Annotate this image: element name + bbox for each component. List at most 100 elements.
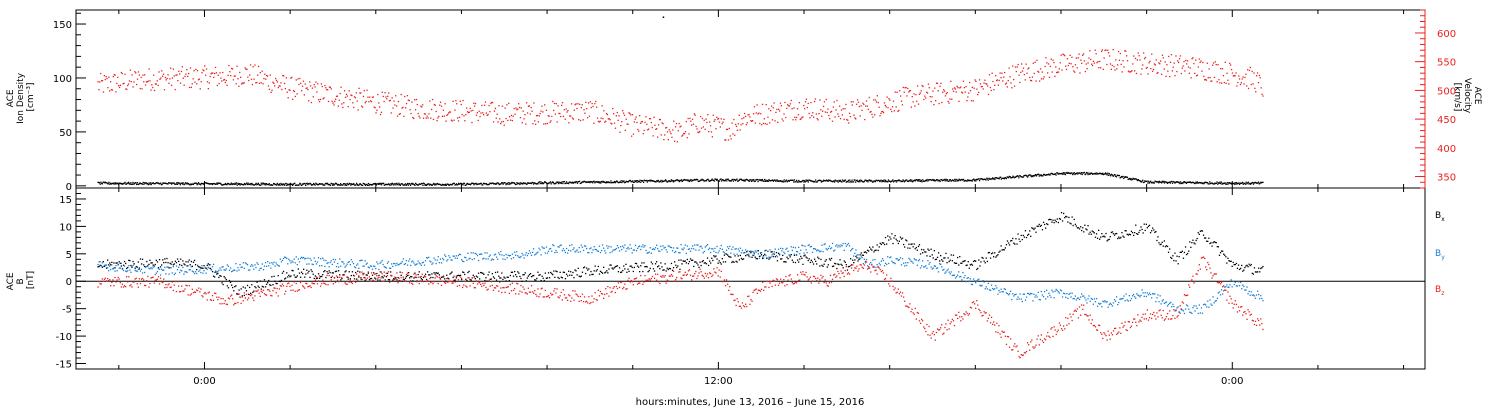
by-point bbox=[592, 249, 594, 251]
density-point bbox=[514, 183, 517, 186]
density-point bbox=[726, 178, 729, 180]
velocity-point bbox=[1203, 75, 1205, 77]
density-point bbox=[112, 183, 114, 185]
density-point bbox=[156, 182, 158, 184]
by-point bbox=[232, 270, 234, 272]
velocity-point bbox=[828, 114, 830, 117]
by-point bbox=[696, 244, 698, 246]
by-point bbox=[868, 267, 870, 269]
bx-point bbox=[534, 279, 536, 281]
bx-point bbox=[1063, 212, 1065, 215]
velocity-point bbox=[1224, 61, 1226, 63]
density-point bbox=[600, 182, 602, 184]
velocity-point bbox=[238, 85, 240, 87]
bx-point bbox=[580, 275, 582, 277]
by-point bbox=[857, 254, 859, 256]
velocity-point bbox=[249, 64, 252, 66]
velocity-point bbox=[1135, 72, 1138, 75]
bx-point bbox=[122, 264, 125, 266]
density-point bbox=[639, 179, 641, 181]
bx-point bbox=[1105, 232, 1107, 235]
velocity-point bbox=[240, 76, 242, 78]
bx-point bbox=[1247, 266, 1249, 268]
density-point bbox=[1018, 177, 1020, 179]
density-point bbox=[383, 182, 385, 184]
density-point bbox=[734, 179, 737, 182]
density-point bbox=[940, 179, 942, 181]
density-point bbox=[1084, 173, 1086, 176]
velocity-point bbox=[193, 70, 195, 72]
bx-point bbox=[235, 285, 237, 287]
density-point bbox=[1241, 182, 1243, 184]
velocity-point bbox=[1213, 76, 1216, 78]
by-point bbox=[662, 245, 664, 247]
bx-point bbox=[1258, 267, 1260, 269]
density-point bbox=[270, 184, 273, 186]
velocity-point bbox=[1096, 62, 1098, 64]
by-point bbox=[733, 253, 735, 255]
by-point bbox=[198, 270, 200, 273]
by-point bbox=[657, 248, 659, 250]
density-point bbox=[611, 181, 613, 184]
density-point bbox=[227, 183, 230, 185]
bx-point bbox=[716, 258, 718, 260]
density-point bbox=[501, 182, 503, 184]
by-point bbox=[688, 248, 691, 250]
velocity-point bbox=[761, 124, 763, 126]
bx-point bbox=[376, 272, 378, 275]
density-point bbox=[261, 183, 263, 186]
velocity-point bbox=[949, 98, 951, 100]
by-point bbox=[226, 264, 228, 266]
density-point bbox=[858, 179, 860, 182]
density-point bbox=[1142, 179, 1144, 181]
density-point bbox=[1153, 182, 1155, 184]
bx-point bbox=[661, 266, 663, 268]
bx-point bbox=[1184, 246, 1187, 248]
velocity-point bbox=[549, 121, 551, 123]
velocity-point bbox=[866, 105, 869, 107]
velocity-point bbox=[466, 111, 469, 113]
density-point bbox=[955, 178, 957, 181]
velocity-point bbox=[952, 88, 954, 90]
density-point bbox=[944, 180, 946, 182]
density-point bbox=[663, 180, 665, 182]
density-point bbox=[1205, 181, 1207, 183]
bx-point bbox=[810, 259, 812, 261]
by-point bbox=[207, 266, 209, 268]
density-point bbox=[119, 182, 121, 185]
density-point bbox=[973, 180, 976, 182]
density-point bbox=[436, 183, 438, 185]
bx-point bbox=[275, 282, 277, 285]
velocity-point bbox=[1137, 52, 1139, 54]
velocity-point bbox=[1120, 63, 1122, 65]
density-point bbox=[439, 183, 441, 185]
density-point bbox=[184, 182, 187, 184]
by-point bbox=[107, 267, 109, 269]
bx-point bbox=[180, 258, 182, 260]
density-point bbox=[208, 183, 210, 185]
by-point bbox=[692, 245, 694, 247]
density-point bbox=[1076, 172, 1078, 174]
velocity-point bbox=[848, 122, 850, 124]
by-point bbox=[237, 267, 239, 269]
velocity-point bbox=[516, 109, 518, 111]
bx-point bbox=[1059, 218, 1062, 220]
by-point bbox=[719, 247, 721, 250]
by-point bbox=[848, 245, 851, 247]
velocity-point bbox=[143, 81, 145, 83]
by-point bbox=[470, 252, 472, 254]
velocity-point bbox=[773, 102, 775, 104]
by-point bbox=[934, 265, 936, 267]
by-point bbox=[388, 267, 391, 269]
bx-point bbox=[577, 267, 579, 269]
velocity-point bbox=[540, 110, 542, 112]
velocity-point bbox=[912, 101, 914, 103]
bx-point bbox=[433, 272, 435, 274]
velocity-point bbox=[543, 123, 545, 125]
bx-point bbox=[613, 267, 615, 269]
density-point bbox=[1132, 177, 1134, 179]
by-point bbox=[264, 262, 267, 264]
bx-point bbox=[1052, 219, 1054, 221]
velocity-point bbox=[662, 123, 664, 125]
density-point bbox=[537, 183, 539, 185]
